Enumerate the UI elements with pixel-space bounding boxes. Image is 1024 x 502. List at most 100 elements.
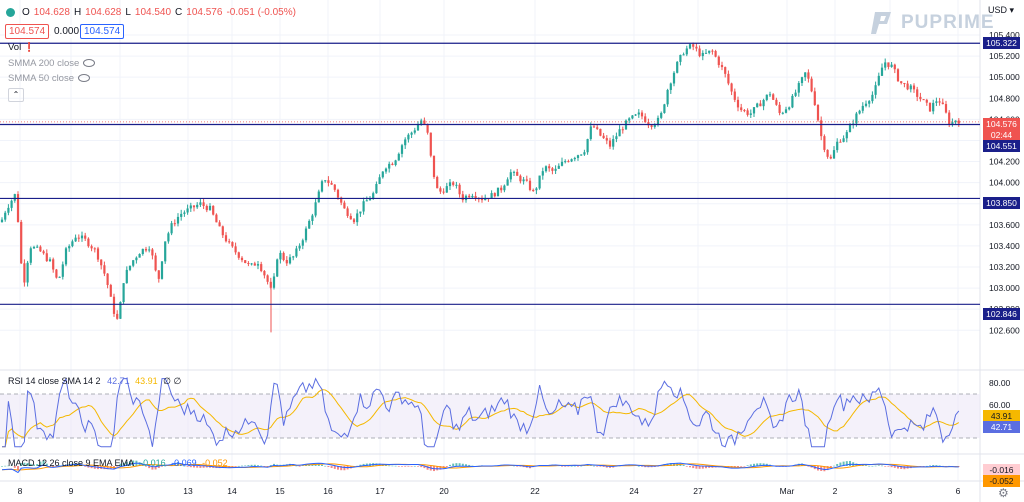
- low-value: 104.540: [134, 7, 172, 18]
- candle-body: [132, 260, 135, 266]
- rsi-extra: ∅ ∅: [163, 376, 182, 386]
- candle-body: [317, 191, 320, 203]
- macd-histogram-bar: [410, 466, 413, 467]
- candle-body: [797, 83, 800, 93]
- candle-body: [621, 129, 624, 131]
- collapse-legend-button[interactable]: ⌃: [8, 88, 24, 102]
- candle-body: [560, 161, 564, 166]
- candle-body: [813, 91, 816, 106]
- candle-body: [794, 92, 797, 96]
- candle-body: [250, 263, 253, 265]
- candle-body: [919, 96, 922, 100]
- macd-histogram-bar: [58, 465, 61, 466]
- candle-body: [836, 141, 839, 151]
- candle-body: [176, 216, 180, 224]
- candle-body: [644, 116, 647, 123]
- settings-gear-icon[interactable]: ⚙: [998, 486, 1009, 500]
- macd-histogram-bar: [737, 466, 739, 468]
- macd-histogram-bar: [253, 464, 256, 466]
- smma50-indicator[interactable]: SMMA 50 close: [8, 73, 90, 84]
- macd-histogram-bar: [893, 466, 896, 468]
- candle-body: [151, 249, 154, 256]
- macd-histogram-bar: [269, 465, 272, 466]
- candle-body: [189, 205, 192, 209]
- candle-body: [272, 276, 276, 288]
- candle-body: [455, 184, 458, 186]
- macd-histogram-bar: [692, 466, 695, 469]
- smma200-indicator[interactable]: SMMA 200 close: [8, 58, 96, 69]
- spread-value: 0.000: [51, 25, 83, 38]
- candle-body: [951, 122, 954, 125]
- candle-body: [580, 154, 583, 156]
- rsi-tick-label: 80.00: [989, 378, 1011, 388]
- macd-histogram-bar: [292, 464, 295, 466]
- rsi-value: 42.71: [107, 376, 130, 386]
- candle-body: [532, 189, 535, 191]
- candle-body: [688, 44, 692, 49]
- macd-histogram-bar: [321, 464, 323, 466]
- candle-body: [826, 149, 829, 157]
- macd-histogram-bar: [125, 461, 128, 466]
- time-tick-label: 9: [69, 486, 74, 496]
- candle-body: [704, 52, 708, 54]
- candle-body: [237, 252, 240, 258]
- candle-body: [52, 259, 55, 270]
- macd-histogram-bar: [397, 466, 400, 467]
- macd-histogram-bar: [570, 465, 573, 467]
- price-tick-label: 103.400: [989, 241, 1020, 251]
- macd-histogram-bar: [314, 464, 317, 466]
- macd-histogram-bar: [231, 466, 234, 467]
- macd-histogram-bar: [836, 463, 839, 466]
- buy-price-button[interactable]: 104.574: [80, 24, 125, 39]
- candle-body: [445, 186, 448, 193]
- macd-histogram-bar: [93, 466, 96, 469]
- macd-legend[interactable]: MACD 12 26 close 9 EMA EMA -0.016 -0.069…: [8, 458, 228, 468]
- candle-body: [714, 51, 717, 57]
- candle-body: [656, 117, 660, 125]
- candle-body: [682, 54, 685, 56]
- macd-histogram-bar: [513, 465, 515, 467]
- candle-body: [576, 155, 580, 158]
- macd-histogram-bar: [826, 466, 829, 471]
- candle-body: [45, 253, 48, 262]
- candle-body: [138, 254, 141, 258]
- candle-body: [442, 191, 445, 193]
- candle-body: [381, 171, 384, 178]
- volume-label: Vol: [8, 42, 22, 53]
- macd-histogram-bar: [871, 465, 874, 467]
- macd-histogram-bar: [605, 466, 608, 468]
- candle-body: [359, 211, 362, 214]
- open-value: 104.628: [33, 7, 70, 18]
- macd-histogram-bar: [250, 464, 253, 466]
- candle-body: [304, 228, 308, 241]
- macd-hist-value: -0.016: [140, 458, 166, 468]
- candle-body: [26, 262, 29, 283]
- candle-body: [80, 235, 84, 239]
- candle-body: [84, 235, 87, 239]
- macd-histogram-bar: [929, 465, 931, 467]
- rsi-legend[interactable]: RSI 14 close SMA 14 2 42.71 43.91 ∅ ∅: [8, 376, 181, 387]
- macd-histogram-bar: [471, 465, 474, 467]
- currency-selector[interactable]: USD ▾: [987, 5, 1014, 15]
- rsi-sma-tag: 43.91: [983, 410, 1020, 422]
- candle-body: [848, 124, 852, 133]
- candle-body: [144, 248, 148, 251]
- macd-histogram-bar: [708, 466, 711, 468]
- candle-body: [615, 136, 618, 140]
- sell-price-button[interactable]: 104.574: [5, 24, 50, 39]
- candle-body: [314, 202, 317, 216]
- candle-body: [90, 246, 93, 249]
- time-tick-label: 2: [833, 486, 838, 496]
- time-tick-label: 13: [183, 486, 193, 496]
- macd-histogram-bar: [157, 466, 160, 468]
- hidden-eye-icon[interactable]: [78, 74, 90, 82]
- macd-histogram-bar: [935, 465, 938, 466]
- volume-indicator[interactable]: Vol ❗: [8, 42, 35, 53]
- macd-histogram-bar: [823, 466, 826, 472]
- rsi-line: [2, 377, 960, 448]
- macd-histogram-bar: [330, 466, 333, 468]
- macd-histogram-bar: [49, 466, 51, 467]
- hidden-eye-icon[interactable]: [83, 59, 96, 67]
- macd-histogram-bar: [4, 465, 7, 467]
